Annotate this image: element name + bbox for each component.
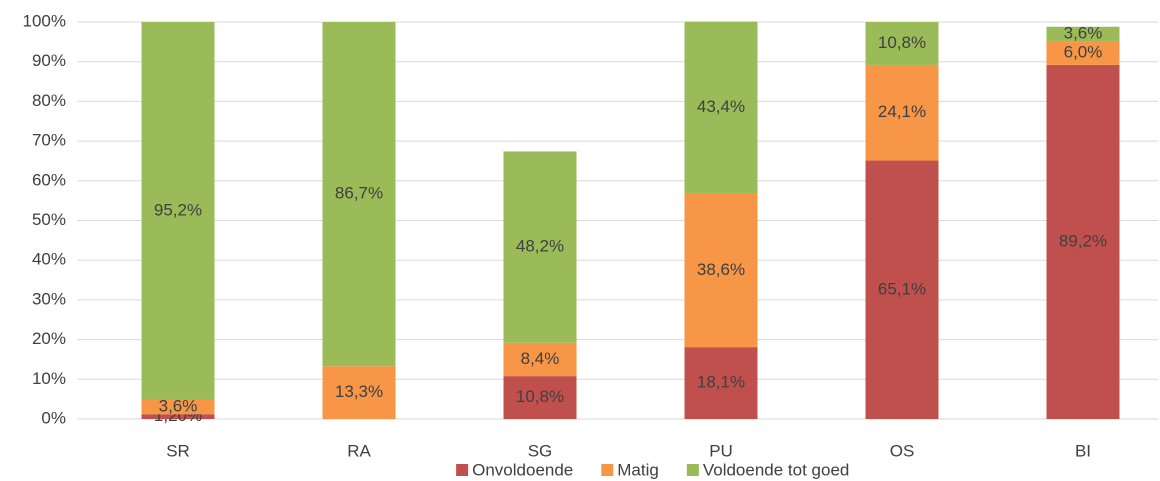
bar-segment (865, 160, 939, 420)
bar-segment (141, 22, 215, 400)
bar-segment (1046, 41, 1120, 65)
bar-segment (322, 366, 396, 419)
data-label: 38,6% (697, 260, 745, 279)
data-label: 3,6% (1064, 23, 1103, 42)
y-tick-label: 70% (32, 131, 66, 150)
data-label: 13,3% (335, 382, 383, 401)
x-tick-label: OS (890, 441, 915, 460)
legend-swatch (601, 464, 614, 476)
y-tick-label: 20% (32, 329, 66, 348)
data-label: 95,2% (154, 200, 202, 219)
y-tick-label: 80% (32, 91, 66, 110)
y-tick-label: 60% (32, 170, 66, 189)
x-tick-label: SR (166, 441, 190, 460)
legend-label: Matig (617, 460, 659, 479)
y-tick-label: 90% (32, 51, 66, 70)
bar-segment (322, 22, 396, 367)
data-label: 65,1% (878, 279, 926, 298)
data-label: 10,8% (516, 387, 564, 406)
y-tick-label: 50% (32, 210, 66, 229)
legend-swatch (686, 464, 699, 476)
bar-segment (684, 347, 758, 419)
bar-segment (503, 151, 577, 343)
x-tick-label: SG (528, 441, 553, 460)
data-label: 24,1% (878, 102, 926, 121)
bar-segment (503, 342, 577, 377)
bar-segment (865, 22, 939, 65)
data-label: 89,2% (1059, 231, 1107, 250)
x-tick-label: PU (709, 441, 733, 460)
y-tick-label: 100% (23, 11, 66, 30)
bar-segment (503, 376, 577, 419)
y-tick-label: 0% (41, 408, 66, 427)
legend-label: Onvoldoende (472, 460, 573, 479)
data-label: 3,6% (159, 397, 198, 416)
legend-label: Voldoende tot goed (703, 460, 850, 479)
y-tick-label: 40% (32, 250, 66, 269)
bar-segment (141, 399, 215, 415)
x-tick-label: BI (1075, 441, 1091, 460)
data-label: 43,4% (697, 97, 745, 116)
data-label: 6,0% (1064, 42, 1103, 61)
bar-segment (141, 414, 215, 419)
bar-segment (865, 64, 939, 161)
data-label: 8,4% (521, 349, 560, 368)
data-label: 10,8% (878, 33, 926, 52)
y-tick-label: 10% (32, 369, 66, 388)
data-label: 48,2% (516, 237, 564, 256)
data-label: 86,7% (335, 184, 383, 203)
x-tick-label: RA (347, 441, 371, 460)
bar-segment (684, 193, 758, 348)
bar-segment (684, 21, 758, 194)
y-tick-label: 30% (32, 289, 66, 308)
bar-segment (1046, 64, 1120, 419)
legend-swatch (456, 464, 469, 476)
data-label: 18,1% (697, 373, 745, 392)
bar-segment (1046, 26, 1120, 42)
